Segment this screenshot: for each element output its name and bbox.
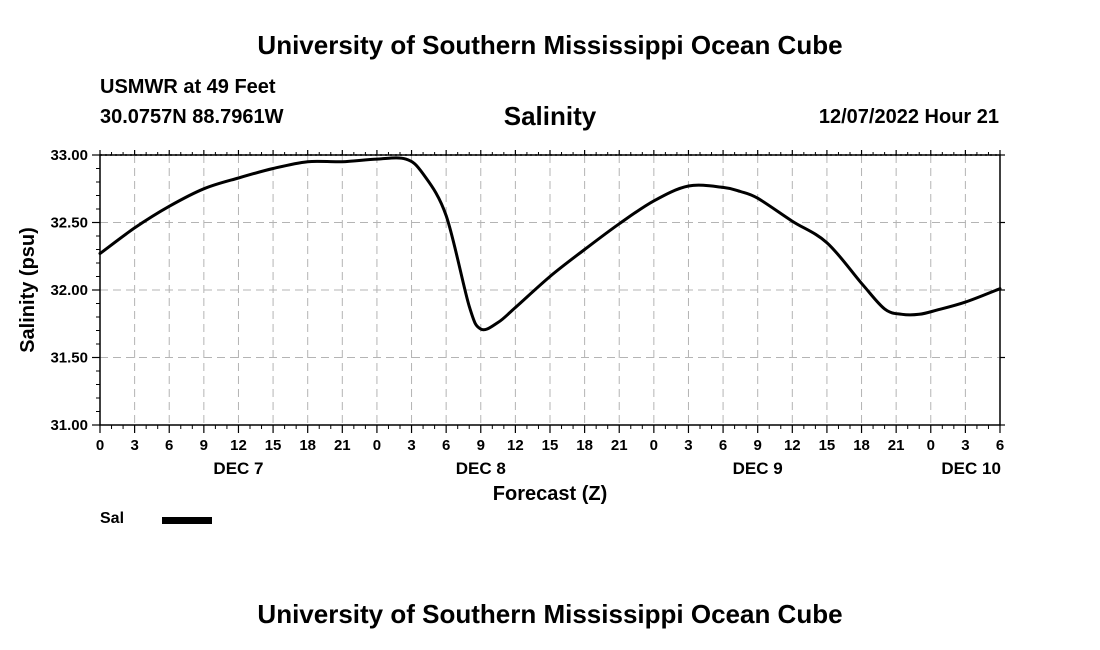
grid-lines [100,155,1000,425]
x-tick-label: 9 [200,437,208,454]
x-tick-label: 3 [684,437,692,454]
series-line-sal [98,156,1002,332]
x-tick-label: 6 [996,437,1004,454]
forecast-datetime: 12/07/2022 Hour 21 [818,106,999,128]
legend-line-swatch [162,517,212,524]
page-title: University of Southern Mississippi Ocean… [257,30,843,60]
x-tick-label: 3 [130,437,138,454]
x-tick-label: 15 [819,437,836,454]
x-tick-label: 3 [407,437,415,454]
x-tick-label: 9 [754,437,762,454]
date-label: DEC 9 [733,459,783,478]
y-tick-label: 31.50 [50,350,88,367]
x-tick-label: 15 [265,437,282,454]
x-tick-label: 18 [576,437,593,454]
x-tick-label: 12 [230,437,247,454]
x-tick-label: 18 [299,437,316,454]
x-tick-label: 18 [853,437,870,454]
x-tick-label: 6 [719,437,727,454]
x-tick-label: 12 [784,437,801,454]
chart-title: Salinity [503,101,597,131]
y-tick-label: 32.50 [50,215,88,232]
station-label: USMWR at 49 Feet [100,76,276,98]
date-label: DEC 10 [941,459,1001,478]
x-tick-label: 0 [96,437,104,454]
y-tick-label: 31.00 [50,417,88,434]
y-axis-title: Salinity (psu) [17,227,39,353]
axis-labels: 0 3 6 9 12 15 18 21 0 3 6 9 12 15 18 21 0 3 6 9 12 15 18 21 0 3 6 3… [50,147,1004,478]
date-label: DEC 8 [456,459,506,478]
axis-ticks [92,150,1005,433]
legend-label: Sal [100,510,125,527]
y-tick-label: 33.00 [50,147,88,164]
x-tick-label: 0 [927,437,935,454]
x-tick-label: 21 [888,437,905,454]
x-tick-label: 0 [373,437,381,454]
x-tick-label: 15 [542,437,559,454]
station-coordinates: 30.0757N 88.7961W [100,106,284,128]
date-label: DEC 7 [213,459,263,478]
footer-title: University of Southern Mississippi Ocean… [257,599,843,629]
x-tick-label: 0 [650,437,658,454]
x-tick-label: 3 [961,437,969,454]
x-tick-label: 6 [442,437,450,454]
y-tick-label: 32.00 [50,282,88,299]
x-axis-title: Forecast (Z) [493,483,607,505]
salinity-chart: 0 3 6 9 12 15 18 21 0 3 6 9 12 15 18 21 0 3 6 9 12 15 18 21 0 3 6 3… [17,147,1005,505]
x-tick-label: 9 [477,437,485,454]
x-tick-label: 21 [334,437,351,454]
x-tick-label: 21 [611,437,628,454]
x-tick-label: 6 [165,437,173,454]
x-tick-label: 12 [507,437,524,454]
